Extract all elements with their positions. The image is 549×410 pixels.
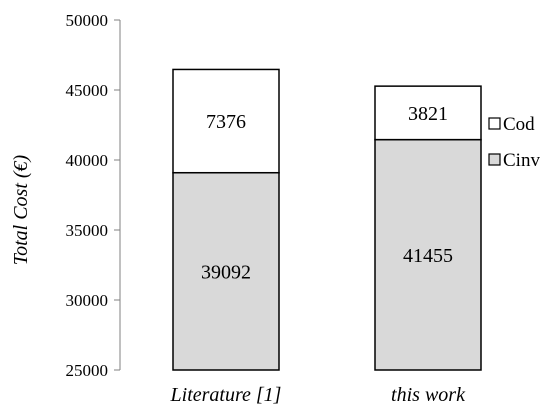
data-label-cinv: 39092 [201, 261, 251, 283]
x-category-label: this work [391, 384, 466, 406]
legend-swatch [488, 117, 501, 130]
y-tick-label: 50000 [66, 11, 109, 30]
y-tick-label: 25000 [66, 361, 109, 380]
y-tick-label: 30000 [66, 291, 109, 310]
y-tick-label: 45000 [66, 81, 109, 100]
legend-swatch [488, 153, 501, 166]
bar-cod [172, 68, 280, 174]
bar-cinv [374, 138, 482, 371]
legend-label: Cod [503, 114, 535, 135]
y-axis-title: Total Cost (€) [10, 154, 32, 265]
legend-label: Cinv [503, 150, 540, 171]
data-labels: 39092 7376 41455 3821 [201, 103, 453, 283]
bar-cinv [172, 171, 280, 371]
data-label-cod: 7376 [206, 111, 246, 133]
bars [172, 68, 482, 371]
axes: 25000 30000 35000 40000 45000 50000 Literature… [66, 11, 467, 406]
legend: Cod Cinv [488, 114, 540, 171]
x-category-label: Literature [1] [170, 384, 282, 406]
y-tick-label: 40000 [66, 151, 109, 170]
y-tick-label: 35000 [66, 221, 109, 240]
data-label-cod: 3821 [408, 103, 448, 125]
data-label-cinv: 41455 [403, 245, 453, 267]
bar-cod [374, 85, 482, 141]
